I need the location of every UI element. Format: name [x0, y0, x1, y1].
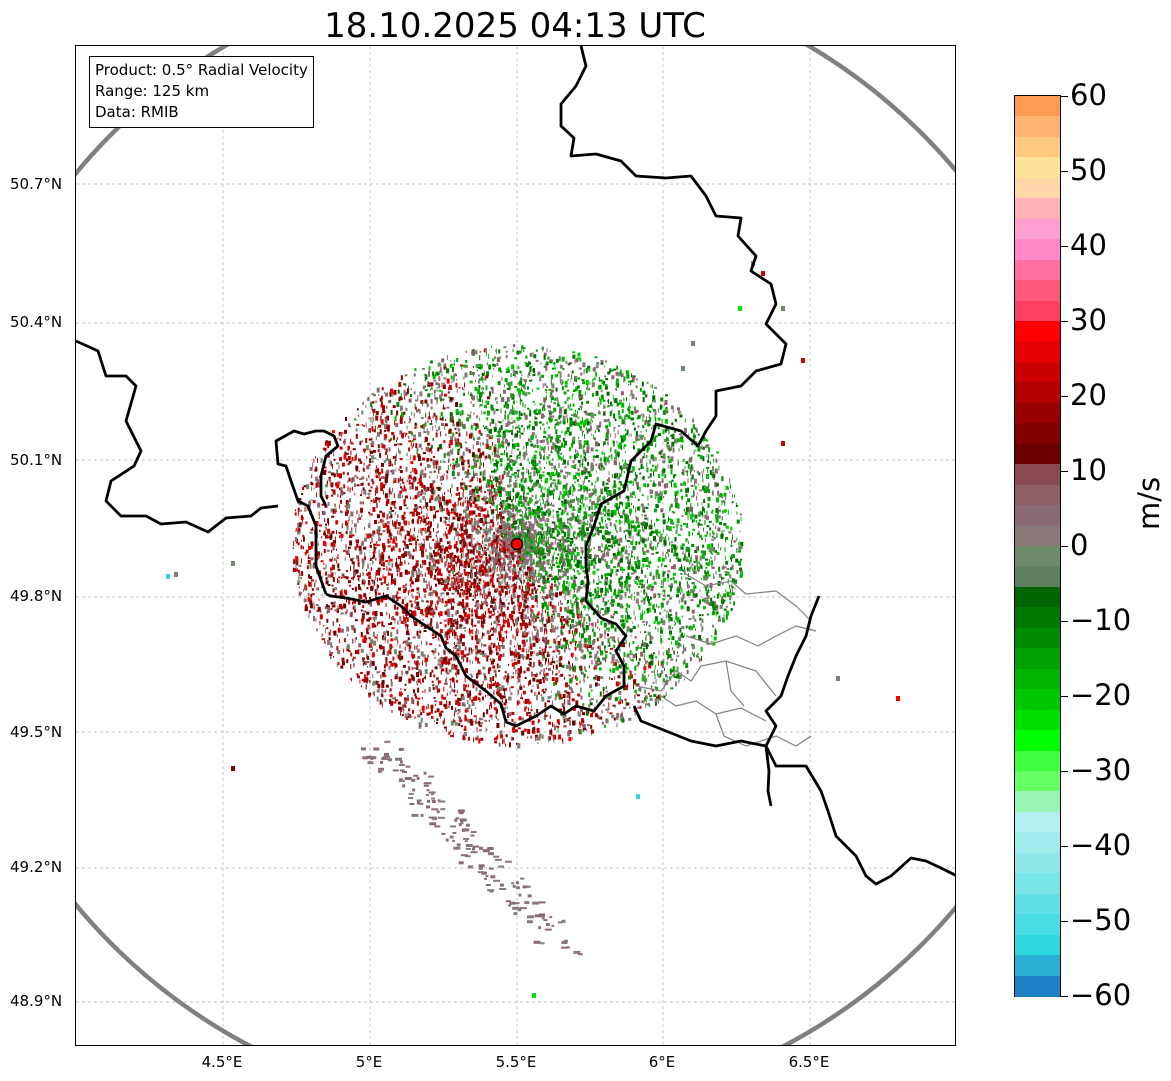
- colorbar-segment: [1015, 771, 1060, 793]
- colorbar-segment: [1015, 321, 1060, 343]
- lon-label-6: 6°E: [648, 1053, 676, 1071]
- colorbar-tick-mark: [1061, 696, 1068, 697]
- colorbar-segment: [1015, 852, 1060, 875]
- colorbar-segment: [1015, 341, 1060, 363]
- colorbar-segment: [1015, 791, 1060, 813]
- colorbar-segment: [1015, 259, 1060, 282]
- colorbar-tick-label: 10: [1070, 453, 1107, 487]
- colorbar-segment: [1015, 157, 1060, 179]
- colorbar-segment: [1015, 893, 1060, 916]
- velocity-colorbar: [1014, 95, 1061, 997]
- product-label: Product: 0.5° Radial Velocity: [95, 61, 308, 79]
- lat-label-49-2: 49.2°N: [10, 858, 63, 876]
- colorbar-tick-mark: [1061, 771, 1068, 772]
- radar-map[interactable]: [75, 45, 956, 1046]
- colorbar-tick-mark: [1061, 846, 1068, 847]
- lat-label-49-8: 49.8°N: [10, 587, 63, 605]
- colorbar-unit-label: m/s: [1132, 476, 1166, 530]
- colorbar-segment: [1015, 443, 1060, 466]
- colorbar-segment: [1015, 586, 1060, 609]
- colorbar-tick-label: 50: [1070, 153, 1107, 187]
- colorbar-segment: [1015, 280, 1060, 302]
- lon-label-5-5: 5.5°E: [495, 1053, 537, 1071]
- colorbar-segment: [1015, 730, 1060, 752]
- range-label: Range: 125 km: [95, 82, 210, 100]
- colorbar-segment: [1015, 402, 1060, 425]
- colorbar-segment: [1015, 116, 1060, 138]
- colorbar-segment: [1015, 361, 1060, 384]
- data-source-label: Data: RMIB: [95, 103, 179, 121]
- colorbar-tick-mark: [1061, 321, 1068, 322]
- colorbar-segment: [1015, 300, 1060, 322]
- colorbar-segment: [1015, 136, 1060, 159]
- colorbar-segment: [1015, 464, 1060, 486]
- colorbar-tick-label: 60: [1070, 78, 1107, 112]
- colorbar-segment: [1015, 484, 1060, 507]
- colorbar-tick-label: −30: [1070, 753, 1132, 787]
- colorbar-tick-mark: [1061, 171, 1068, 172]
- lat-label-50-7: 50.7°N: [10, 175, 63, 193]
- colorbar-segment: [1015, 934, 1060, 957]
- colorbar-tick-label: −50: [1070, 903, 1132, 937]
- colorbar-segment: [1015, 546, 1060, 568]
- colorbar-segment: [1015, 423, 1060, 445]
- colorbar-tick-label: −40: [1070, 828, 1132, 862]
- colorbar-tick-label: 40: [1070, 228, 1107, 262]
- colorbar-segment: [1015, 873, 1060, 895]
- colorbar-segment: [1015, 914, 1060, 936]
- map-canvas: [76, 46, 955, 1045]
- colorbar-segment: [1015, 525, 1060, 547]
- colorbar-segment: [1015, 96, 1060, 118]
- colorbar-tick-label: −10: [1070, 603, 1132, 637]
- colorbar-tick-mark: [1061, 921, 1068, 922]
- colorbar-tick-mark: [1061, 996, 1068, 997]
- radar-site-marker[interactable]: [510, 537, 524, 551]
- colorbar-tick-label: 0: [1070, 528, 1089, 562]
- lat-label-49-5: 49.5°N: [10, 723, 63, 741]
- colorbar-tick-mark: [1061, 546, 1068, 547]
- colorbar-tick-mark: [1061, 471, 1068, 472]
- colorbar-tick-label: 30: [1070, 303, 1107, 337]
- lat-label-50-1: 50.1°N: [10, 451, 63, 469]
- product-info-box: Product: 0.5° Radial Velocity Range: 125…: [89, 56, 314, 128]
- colorbar-segment: [1015, 689, 1060, 711]
- colorbar-segment: [1015, 955, 1060, 977]
- lon-label-4-5: 4.5°E: [201, 1053, 243, 1071]
- colorbar-segment: [1015, 198, 1060, 220]
- colorbar-tick-label: −60: [1070, 978, 1132, 1012]
- velocity-echoes: [166, 261, 900, 998]
- country-borders: [76, 46, 955, 886]
- colorbar-segment: [1015, 218, 1060, 241]
- colorbar-segment: [1015, 566, 1060, 588]
- colorbar-segment: [1015, 607, 1060, 629]
- colorbar-tick-mark: [1061, 396, 1068, 397]
- colorbar-segment: [1015, 177, 1060, 200]
- colorbar-segment: [1015, 709, 1060, 732]
- colorbar-segment: [1015, 832, 1060, 854]
- lat-label-50-4: 50.4°N: [10, 313, 63, 331]
- lon-label-6-5: 6.5°E: [788, 1053, 830, 1071]
- colorbar-tick-label: 20: [1070, 378, 1107, 412]
- colorbar-tick-mark: [1061, 246, 1068, 247]
- colorbar-segment: [1015, 505, 1060, 527]
- colorbar-tick-mark: [1061, 621, 1068, 622]
- lon-label-5: 5°E: [355, 1053, 383, 1071]
- colorbar-segment: [1015, 668, 1060, 691]
- colorbar-segment: [1015, 811, 1060, 834]
- colorbar-segment: [1015, 975, 1060, 997]
- colorbar-segment: [1015, 648, 1060, 670]
- lat-label-48-9: 48.9°N: [10, 992, 63, 1010]
- colorbar-segment: [1015, 239, 1060, 261]
- colorbar-tick-label: −20: [1070, 678, 1132, 712]
- colorbar-segment: [1015, 382, 1060, 404]
- colorbar-segment: [1015, 627, 1060, 650]
- colorbar-segment: [1015, 750, 1060, 772]
- map-title: 18.10.2025 04:13 UTC: [324, 6, 706, 46]
- colorbar-tick-mark: [1061, 96, 1068, 97]
